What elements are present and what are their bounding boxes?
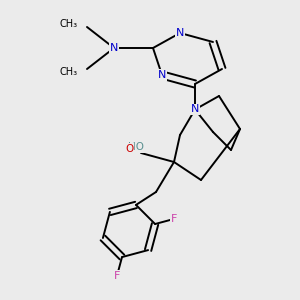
Text: N: N <box>176 28 184 38</box>
Text: HO: HO <box>128 142 144 152</box>
Text: O: O <box>125 143 134 154</box>
Text: CH₃: CH₃ <box>60 67 78 77</box>
Text: CH₃: CH₃ <box>60 19 78 29</box>
Text: F: F <box>171 214 177 224</box>
Text: F: F <box>114 271 120 281</box>
Text: N: N <box>158 70 166 80</box>
Text: N: N <box>191 104 199 115</box>
Text: N: N <box>110 43 118 53</box>
